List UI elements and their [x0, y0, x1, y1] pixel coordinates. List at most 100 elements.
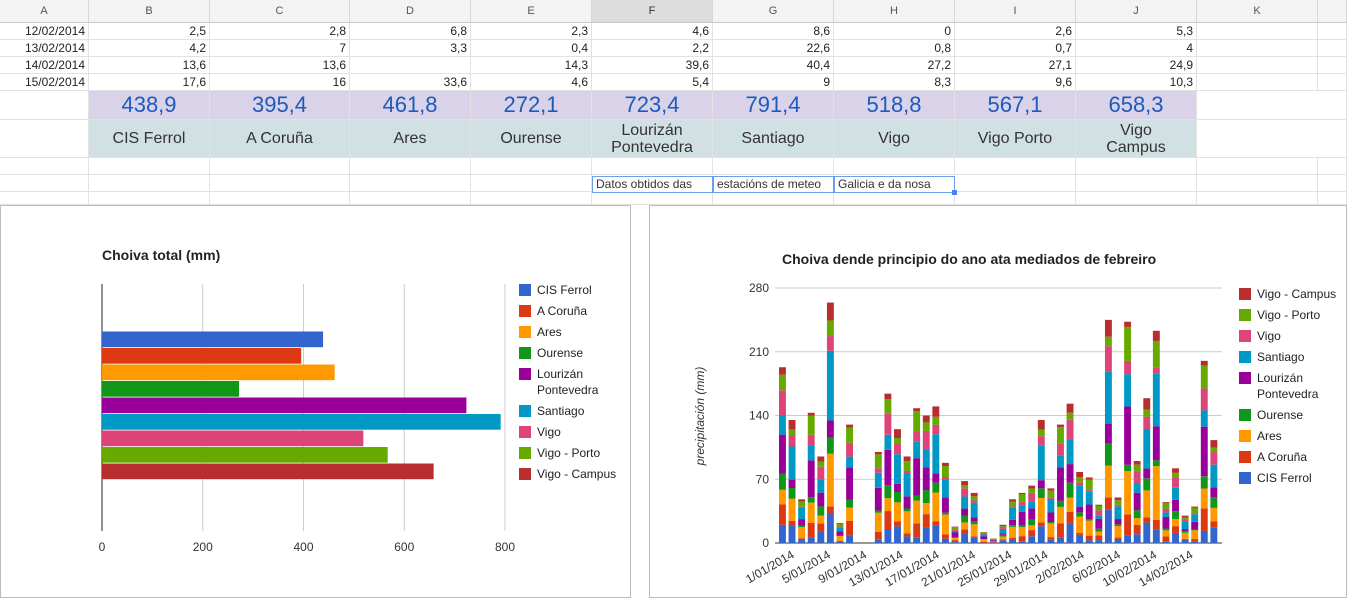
station-name-cell[interactable]: A Coruña — [210, 120, 350, 158]
total-rain-chart[interactable]: Choiva total (mm) 0 200 400 600 800 CIS Ferr… — [0, 205, 631, 598]
empty-cell[interactable] — [1197, 40, 1318, 57]
total-cell[interactable]: 791,4 — [713, 91, 834, 120]
value-cell[interactable]: 2,8 — [210, 23, 350, 40]
empty-cell[interactable] — [834, 192, 955, 205]
empty-cell[interactable] — [0, 120, 89, 158]
value-cell[interactable]: 2,6 — [955, 23, 1076, 40]
empty-cell[interactable] — [1318, 192, 1347, 205]
empty-cell[interactable] — [1076, 158, 1197, 175]
station-name-cell[interactable]: Vigo — [834, 120, 955, 158]
empty-cell[interactable] — [210, 175, 350, 192]
value-cell[interactable]: 24,9 — [1076, 57, 1197, 74]
empty-cell[interactable] — [350, 175, 471, 192]
station-name-cell[interactable]: Santiago — [713, 120, 834, 158]
empty-cell[interactable] — [0, 175, 89, 192]
empty-cell[interactable] — [0, 91, 89, 120]
column-header-e[interactable]: E — [471, 0, 592, 23]
column-header-f[interactable]: F — [592, 0, 713, 23]
empty-cell[interactable] — [1197, 23, 1318, 40]
value-cell[interactable]: 14,3 — [471, 57, 592, 74]
empty-cell[interactable] — [471, 158, 592, 175]
value-cell[interactable]: 0,7 — [955, 40, 1076, 57]
column-header-g[interactable]: G — [713, 0, 834, 23]
empty-cell[interactable] — [834, 158, 955, 175]
value-cell[interactable]: 4 — [1076, 40, 1197, 57]
empty-cell[interactable] — [210, 192, 350, 205]
station-name-cell[interactable]: Ourense — [471, 120, 592, 158]
value-cell[interactable]: 33,6 — [350, 74, 471, 91]
empty-cell[interactable] — [1318, 57, 1347, 74]
column-header-h[interactable]: H — [834, 0, 955, 23]
note-cell[interactable]: estacións de meteo — [713, 176, 834, 193]
cumulative-rain-chart[interactable]: Choiva dende principio do ano ata mediad… — [649, 205, 1347, 598]
value-cell[interactable]: 0,4 — [471, 40, 592, 57]
empty-cell[interactable] — [1197, 175, 1318, 192]
empty-cell[interactable] — [0, 158, 89, 175]
value-cell[interactable]: 27,1 — [955, 57, 1076, 74]
empty-cell[interactable] — [955, 158, 1076, 175]
total-cell[interactable]: 518,8 — [834, 91, 955, 120]
value-cell[interactable]: 9 — [713, 74, 834, 91]
value-cell[interactable]: 13,6 — [210, 57, 350, 74]
value-cell[interactable]: 13,6 — [89, 57, 210, 74]
date-cell[interactable]: 14/02/2014 — [0, 57, 89, 74]
date-cell[interactable]: 15/02/2014 — [0, 74, 89, 91]
station-name-cell[interactable]: Lourizán Pontevedra — [592, 120, 713, 158]
value-cell[interactable]: 3,3 — [350, 40, 471, 57]
value-cell[interactable]: 9,6 — [955, 74, 1076, 91]
station-name-cell[interactable]: Ares — [350, 120, 471, 158]
empty-cell[interactable] — [592, 158, 713, 175]
empty-cell[interactable] — [89, 192, 210, 205]
value-cell[interactable]: 4,6 — [471, 74, 592, 91]
empty-cell[interactable] — [1318, 40, 1347, 57]
empty-cell[interactable] — [1197, 120, 1347, 158]
date-cell[interactable]: 12/02/2014 — [0, 23, 89, 40]
empty-cell[interactable] — [1197, 57, 1318, 74]
empty-cell[interactable] — [350, 192, 471, 205]
empty-cell[interactable] — [1076, 192, 1197, 205]
station-name-cell[interactable]: CIS Ferrol — [89, 120, 210, 158]
value-cell[interactable] — [350, 57, 471, 74]
empty-cell[interactable] — [713, 192, 834, 205]
total-cell[interactable]: 438,9 — [89, 91, 210, 120]
empty-cell[interactable] — [1197, 91, 1347, 120]
value-cell[interactable]: 4,2 — [89, 40, 210, 57]
empty-cell[interactable] — [1197, 192, 1318, 205]
value-cell[interactable]: 10,3 — [1076, 74, 1197, 91]
column-header-k[interactable]: K — [1197, 0, 1318, 23]
value-cell[interactable]: 0,8 — [834, 40, 955, 57]
empty-cell[interactable] — [350, 158, 471, 175]
total-cell[interactable]: 395,4 — [210, 91, 350, 120]
value-cell[interactable]: 2,3 — [471, 23, 592, 40]
empty-cell[interactable] — [955, 175, 1076, 192]
column-header-d[interactable]: D — [350, 0, 471, 23]
empty-cell[interactable] — [1318, 74, 1347, 91]
empty-cell[interactable] — [592, 192, 713, 205]
empty-cell[interactable] — [1318, 23, 1347, 40]
total-cell[interactable]: 723,4 — [592, 91, 713, 120]
value-cell[interactable]: 8,3 — [834, 74, 955, 91]
value-cell[interactable]: 22,6 — [713, 40, 834, 57]
date-cell[interactable]: 13/02/2014 — [0, 40, 89, 57]
empty-cell[interactable] — [89, 175, 210, 192]
total-cell[interactable]: 461,8 — [350, 91, 471, 120]
empty-cell[interactable] — [471, 175, 592, 192]
empty-cell[interactable] — [1076, 175, 1197, 192]
total-cell[interactable]: 658,3 — [1076, 91, 1197, 120]
value-cell[interactable]: 17,6 — [89, 74, 210, 91]
total-cell[interactable]: 567,1 — [955, 91, 1076, 120]
value-cell[interactable]: 2,2 — [592, 40, 713, 57]
column-header-i[interactable]: I — [955, 0, 1076, 23]
value-cell[interactable]: 8,6 — [713, 23, 834, 40]
value-cell[interactable]: 7 — [210, 40, 350, 57]
column-header-b[interactable]: B — [89, 0, 210, 23]
value-cell[interactable]: 5,3 — [1076, 23, 1197, 40]
value-cell[interactable]: 16 — [210, 74, 350, 91]
value-cell[interactable]: 2,5 — [89, 23, 210, 40]
empty-cell[interactable] — [1318, 158, 1347, 175]
value-cell[interactable]: 40,4 — [713, 57, 834, 74]
fill-handle[interactable] — [952, 190, 957, 195]
note-cell[interactable]: Galicia e da nosa — [834, 176, 955, 193]
empty-cell[interactable] — [1318, 175, 1347, 192]
